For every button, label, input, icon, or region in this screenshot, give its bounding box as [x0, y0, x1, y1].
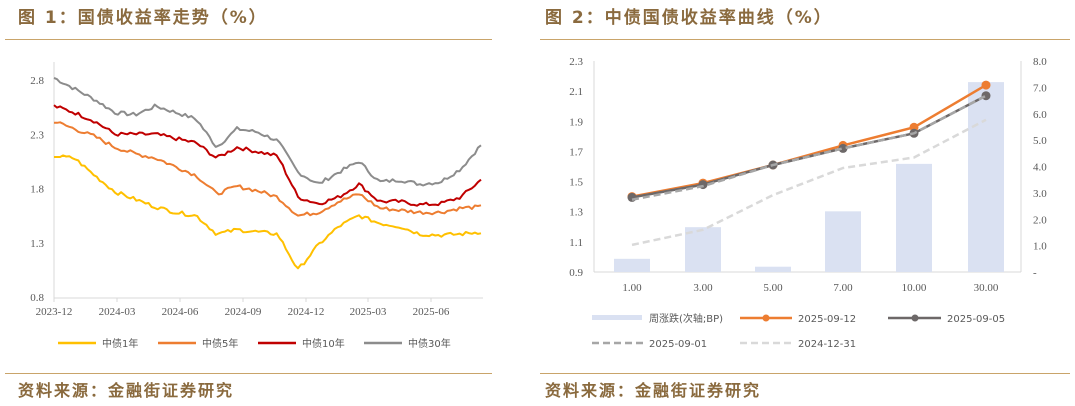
curve-lines [627, 80, 991, 247]
x-tick-labels: 1.00 3.00 5.00 7.00 10.00 30.00 [622, 282, 999, 294]
x-tick-label: 1.00 [622, 282, 642, 294]
y-tick-label: 2.1 [569, 86, 583, 98]
figure-2-title: 图 2：中债国债收益率曲线（%） [545, 8, 833, 28]
x-tick-label: 7.00 [833, 282, 853, 294]
y2-tick-label: 6.0 [1033, 109, 1047, 121]
title-divider [540, 39, 1070, 40]
legend: 周涨跌(次轴;BP) 2025-09-12 2025-09-05 2025-09… [592, 312, 1005, 350]
bar [896, 163, 932, 272]
curve-line-2025-09-01 [631, 94, 987, 201]
bar [685, 227, 721, 272]
y-tick-label: 1.8 [30, 184, 44, 196]
y-tick-label: 1.1 [569, 237, 583, 249]
curve-marker [627, 192, 637, 202]
x-tick-labels: 2023-12 2024-03 2024-06 2024-09 2024-12 2025-… [36, 298, 450, 318]
x-tick-label: 2024-12 [288, 306, 325, 318]
x-tick-label: 5.00 [763, 282, 783, 294]
legend-marker-0905 [911, 314, 919, 322]
legend-label-1y: 中债1年 [102, 337, 138, 350]
curve-line-2025-09-12 [631, 84, 987, 198]
y-tick-label: 2.3 [30, 129, 44, 141]
x-tick-label: 2025-03 [350, 306, 387, 318]
curve-marker [981, 91, 991, 101]
figure-2-source: 资料来源：金融街证券研究 [545, 381, 762, 400]
figure-1-panel: 图 1：国债收益率走势（%） 2.8 2.3 1.8 1.3 0.8 2023-12 20… [5, 8, 492, 400]
y-tick-label: 2.3 [569, 56, 583, 68]
y-tick-label: 1.3 [30, 238, 44, 250]
legend-label-bar: 周涨跌(次轴;BP) [649, 312, 723, 325]
x-tick-label: 3.00 [693, 282, 713, 294]
y-tick-labels-left: 2.3 2.1 1.9 1.7 1.5 1.3 1.1 0.9 [569, 56, 583, 279]
series-line-1 [53, 121, 482, 217]
series-lines [53, 76, 482, 270]
y2-tick-label: 3.0 [1033, 188, 1047, 200]
y2-tick-label: 5.0 [1033, 135, 1047, 147]
y2-tick-label: 1.0 [1033, 241, 1047, 253]
x-tick-label: 2025-06 [413, 306, 450, 318]
x-tick-label: 10.00 [902, 282, 927, 294]
bar [755, 266, 791, 272]
y2-tick-label: 4.0 [1033, 162, 1047, 174]
x-tick-label: 30.00 [974, 282, 999, 294]
y2-tick-label: 8.0 [1033, 56, 1047, 68]
y-tick-label: 1.3 [569, 207, 583, 219]
curve-line-2024-12-31 [631, 118, 987, 247]
figure-2-panel: 图 2：中债国债收益率曲线（%） 2.3 2.1 1.9 1.7 1.5 1.3 1.1 0.… [540, 0, 1075, 406]
y-tick-label: 2.8 [30, 75, 44, 87]
curve-marker [838, 143, 848, 153]
y-tick-label: 0.8 [30, 292, 44, 304]
legend-label-0905: 2025-09-05 [947, 314, 1005, 325]
legend-label-5y: 中债5年 [202, 337, 238, 350]
legend-swatch-bar [592, 315, 642, 320]
x-tick-label: 2024-06 [162, 306, 199, 318]
y-tick-labels-right: 8.0 7.0 6.0 5.0 4.0 3.0 2.0 1.0 - [1033, 56, 1047, 279]
y2-tick-label: 7.0 [1033, 82, 1047, 94]
y-tick-label: 0.9 [569, 267, 583, 279]
bar [614, 258, 650, 272]
y2-tick-label: 2.0 [1033, 214, 1047, 226]
legend-marker-0912 [762, 314, 770, 322]
series-line-3 [53, 76, 482, 187]
source-divider [540, 373, 1070, 374]
y-tick-label: 1.7 [569, 146, 583, 158]
title-divider [5, 39, 492, 40]
x-tick-label: 2024-09 [225, 306, 262, 318]
y-tick-labels: 2.8 2.3 1.8 1.3 0.8 [30, 75, 44, 304]
legend-label-30y: 中债30年 [408, 337, 451, 350]
x-tick-label: 2023-12 [36, 306, 73, 318]
yield-curve-chart: 2.3 2.1 1.9 1.7 1.5 1.3 1.1 0.9 8.0 7.0 6.0 5.0 4.0… [569, 56, 1047, 350]
weekly-change-bars [614, 82, 1004, 272]
legend-label-0901: 2025-09-01 [649, 339, 707, 350]
legend-label-0912: 2025-09-12 [798, 314, 856, 325]
figure-1-source: 资料来源：金融街证券研究 [18, 381, 235, 400]
figure-1-title: 图 1：国债收益率走势（%） [18, 8, 268, 28]
bar [825, 211, 861, 272]
x-tick-label: 2024-03 [99, 306, 136, 318]
series-line-2 [53, 104, 482, 207]
yield-trend-chart: 2.82.31.81.30.8 2023-12 2024-03 2024-06 202… [30, 62, 483, 350]
legend-label-1231: 2024-12-31 [798, 339, 856, 350]
legend: 中债1年 中债5年 中债10年 中债30年 [58, 337, 451, 350]
y-tick-label: 1.9 [569, 116, 583, 128]
series-line-0 [54, 154, 482, 270]
y2-tick-label: - [1033, 267, 1037, 279]
bar [968, 82, 1004, 272]
y-tick-label: 1.5 [569, 177, 583, 189]
source-divider [5, 373, 492, 374]
legend-label-10y: 中债10年 [302, 337, 345, 350]
curve-marker [981, 80, 991, 90]
